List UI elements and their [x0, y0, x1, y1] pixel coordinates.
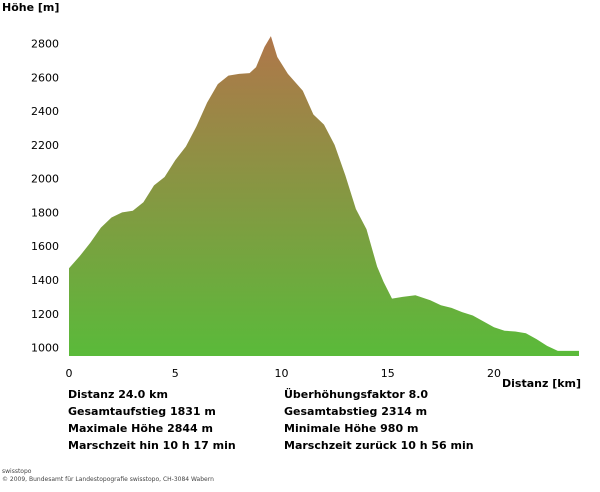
distance-stat: Distanz 24.0 km [68, 388, 168, 401]
y-tick-label: 2600 [31, 71, 59, 84]
min-elevation-stat: Minimale Höhe 980 m [284, 422, 419, 435]
copyright-line-1: swisstopo [2, 468, 32, 475]
y-tick-label: 1800 [31, 206, 59, 219]
x-tick-label: 5 [172, 367, 179, 380]
walk-time-back-stat: Marschzeit zurück 10 h 56 min [284, 439, 474, 452]
x-tick-label: 20 [487, 367, 501, 380]
y-tick-label: 2000 [31, 173, 59, 186]
copyright-line-2: © 2009, Bundesamt für Landestopografie s… [2, 476, 214, 483]
y-tick-label: 1600 [31, 240, 59, 253]
elevation-profile-area [69, 36, 579, 356]
y-axis-label: Höhe [m] [2, 1, 59, 14]
max-elevation-stat: Maximale Höhe 2844 m [68, 422, 213, 435]
y-tick-label: 2400 [31, 105, 59, 118]
y-tick-label: 2200 [31, 139, 59, 152]
x-tick-label: 0 [66, 367, 73, 380]
y-tick-label: 1400 [31, 274, 59, 287]
x-tick-label: 10 [275, 367, 289, 380]
y-tick-label: 2800 [31, 38, 59, 51]
total-ascent-stat: Gesamtaufstieg 1831 m [68, 405, 216, 418]
exaggeration-factor-stat: Überhöhungsfaktor 8.0 [284, 388, 429, 401]
walk-time-out-stat: Marschzeit hin 10 h 17 min [68, 439, 236, 452]
y-tick-label: 1000 [31, 342, 59, 355]
x-tick-label: 15 [381, 367, 395, 380]
x-axis-label: Distanz [km] [502, 377, 581, 390]
y-tick-label: 1200 [31, 308, 59, 321]
total-descent-stat: Gesamtabstieg 2314 m [284, 405, 428, 418]
